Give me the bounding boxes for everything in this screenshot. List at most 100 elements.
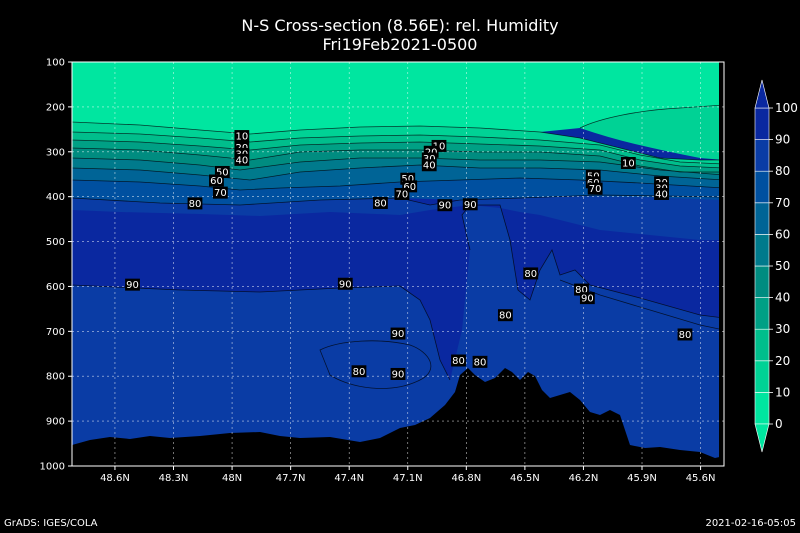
colorbar-segment — [754, 297, 770, 330]
colorbar-label: 60 — [775, 227, 790, 241]
contour-label: 90 — [438, 201, 451, 212]
y-tick-label: 900 — [46, 417, 65, 428]
x-tick-label: 48.3N — [159, 473, 189, 484]
contour-label: 80 — [353, 367, 366, 378]
contour-label: 80 — [499, 311, 512, 322]
contour-label-bg — [523, 267, 539, 280]
colorbar-segment — [754, 139, 770, 172]
colorbar-label: 40 — [775, 291, 790, 305]
rh-band-50 — [72, 158, 724, 180]
contour-label-bg — [209, 174, 224, 187]
contour-label: 80 — [679, 330, 692, 341]
footer-timestamp: 2021-02-16-05:05 — [705, 518, 796, 529]
x-tick-label: 47.1N — [393, 473, 423, 484]
y-tick-label: 1000 — [40, 462, 65, 473]
x-tick-label: 45.6N — [686, 473, 716, 484]
y-tick-label: 600 — [46, 282, 65, 293]
contour-label-bg — [451, 354, 466, 367]
contour-label: 10 — [622, 159, 635, 170]
contour-label-bg — [212, 186, 228, 199]
colorbar-segment — [754, 107, 770, 140]
y-tick-label: 400 — [46, 192, 65, 203]
x-tick-label: 45.9N — [627, 473, 657, 484]
contour-label: 90 — [581, 294, 594, 305]
colorbar-label: 50 — [775, 259, 790, 273]
rh-band-0 — [72, 62, 724, 134]
contour-label-bg — [620, 157, 636, 169]
contour-label-bg — [579, 292, 595, 305]
plot-frame — [71, 61, 725, 467]
colorbar-segment — [754, 234, 770, 267]
contour-label-bg — [234, 130, 250, 143]
contour-label: 70 — [589, 184, 602, 195]
x-tick-label: 48.6N — [100, 473, 130, 484]
colorbar-segment — [754, 170, 770, 204]
rh-band-40 — [72, 148, 724, 175]
contour-label: 60 — [210, 176, 223, 187]
colorbar-segment — [754, 360, 770, 393]
rh-band-dry-patch — [580, 105, 724, 160]
right-edge-strip — [719, 62, 724, 466]
rh-band-30 — [72, 140, 724, 172]
contour-label-bg — [125, 278, 140, 291]
rh-band-90-lower — [72, 205, 724, 380]
contour-label-bg — [421, 159, 437, 172]
contour-label-bg — [437, 199, 453, 212]
contour-label: 40 — [423, 161, 436, 172]
contour-label: 80 — [474, 357, 487, 368]
contour-label-bg — [390, 367, 406, 380]
orography-terrain — [72, 368, 724, 466]
x-tick-label: 47.4N — [334, 473, 364, 484]
colorbar-arrow-bottom — [754, 423, 770, 453]
contour-label: 90 — [392, 329, 405, 340]
x-tick-label: 46.2N — [569, 473, 599, 484]
contour-label-bg — [394, 187, 410, 200]
colorbar-segment — [754, 392, 770, 425]
colorbar-segment — [754, 202, 770, 235]
contour-label: 90 — [392, 369, 405, 380]
contour-label: 80 — [189, 199, 202, 210]
contour-label-bg — [373, 196, 388, 209]
contour-label: 80 — [524, 269, 537, 280]
chart-subtitle: Fri19Feb2021-0500 — [322, 35, 478, 54]
x-tick-label: 46.5N — [510, 473, 540, 484]
contour-labels: 1020304050607080102030405060708090901020… — [125, 130, 693, 380]
contour-label: 40 — [655, 189, 668, 200]
contour-label-bg — [654, 187, 669, 200]
colorbar-segment — [754, 265, 770, 298]
contour-label: 90 — [464, 200, 477, 211]
contour-label: 50 — [401, 174, 414, 185]
x-axis: 48.6N 48.3N 48N 47.7N 47.4N 47.1N 46.8N 46.5N 46… — [100, 466, 715, 484]
contour-label: 80 — [575, 285, 588, 296]
y-tick-label: 100 — [46, 58, 65, 69]
x-tick-label: 46.8N — [451, 473, 481, 484]
y-tick-label: 500 — [46, 237, 65, 248]
footer-credit: GrADS: IGES/COLA — [4, 518, 98, 529]
y-axis: 100 200 300 400 500 600 700 800 900 1000 — [40, 58, 72, 473]
contour-label-bg — [587, 182, 603, 195]
contour-label-bg — [351, 365, 367, 378]
chart-title: N-S Cross-section (8.56E): rel. Humidity — [241, 16, 559, 35]
x-tick-label: 47.7N — [276, 473, 306, 484]
contour-label-bg — [187, 197, 203, 210]
colorbar: 0 10 20 30 40 50 60 70 80 90 100 — [754, 79, 798, 453]
colorbar-label: 80 — [775, 164, 790, 178]
colorbar-label: 100 — [775, 101, 798, 115]
contour-label-bg — [234, 153, 250, 166]
contour-label: 70 — [396, 189, 409, 200]
contour-label: 60 — [403, 182, 416, 193]
colorbar-label: 20 — [775, 354, 790, 368]
rh-band-10 — [72, 122, 724, 164]
contour-label: 90 — [339, 279, 352, 290]
x-tick-label: 48N — [222, 473, 242, 484]
colorbar-label: 30 — [775, 322, 790, 336]
contour-label: 10 — [433, 141, 446, 152]
contour-label-bg — [390, 327, 406, 340]
colorbar-label: 90 — [775, 133, 790, 147]
colorbar-label: 70 — [775, 196, 790, 210]
contour-label: 80 — [374, 198, 387, 209]
colorbar-arrow-top — [754, 79, 770, 109]
contour-label: 50 — [216, 167, 229, 178]
y-tick-label: 300 — [46, 147, 65, 158]
